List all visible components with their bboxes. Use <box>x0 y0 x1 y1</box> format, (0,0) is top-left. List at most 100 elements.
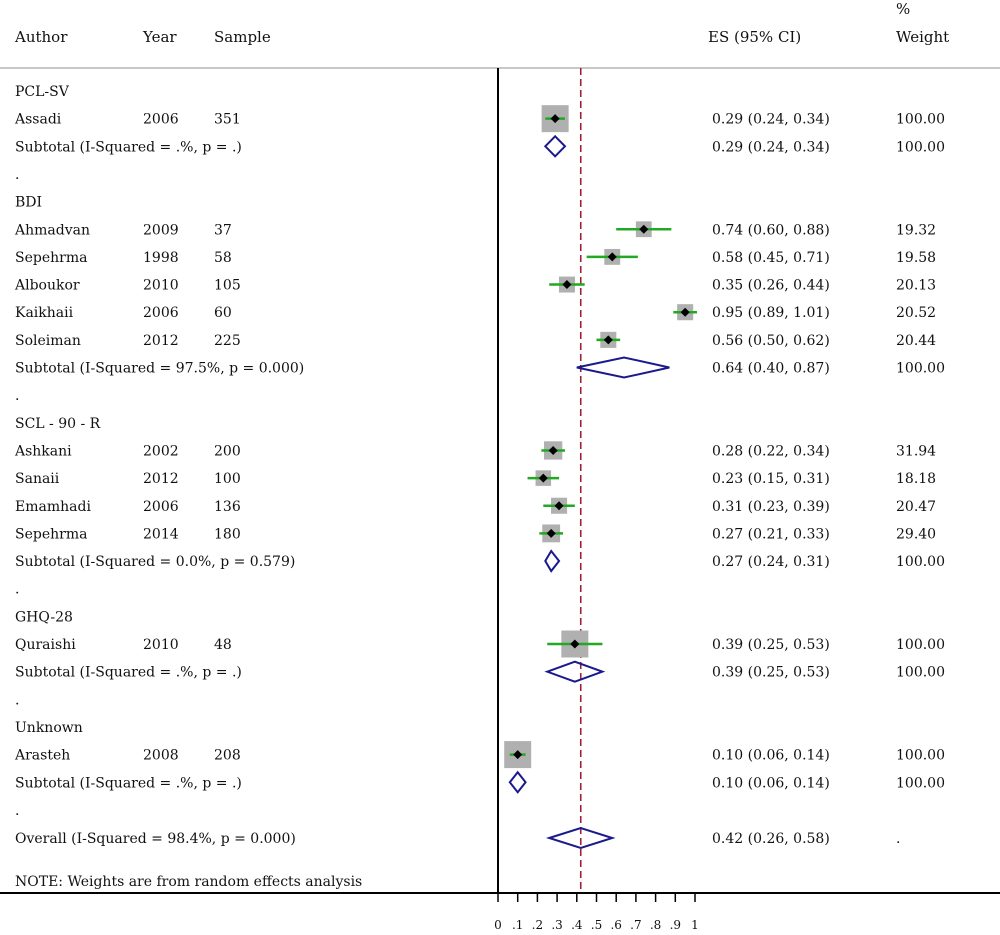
study-weight: 29.40 <box>896 526 936 542</box>
study-year: 2012 <box>143 471 179 487</box>
subtotal-label: Subtotal (I-Squared = .%, p = .) <box>15 775 242 791</box>
study-es-ci: 0.23 (0.15, 0.31) <box>712 471 830 487</box>
header-weight-pct: % <box>896 0 910 18</box>
x-tick-label: .2 <box>532 918 543 932</box>
x-tick-label: .6 <box>610 918 621 932</box>
subtotal-label: Subtotal (I-Squared = 97.5%, p = 0.000) <box>15 361 304 377</box>
study-es-ci: 0.74 (0.60, 0.88) <box>712 222 830 238</box>
group-separator-dot: . <box>15 167 19 183</box>
subtotal-diamond <box>543 134 567 158</box>
study-weight: 100.00 <box>896 637 945 653</box>
study-weight: 100.00 <box>896 112 945 128</box>
study-es-ci: 0.56 (0.50, 0.62) <box>712 333 830 349</box>
study-author: Arasteh <box>14 748 70 764</box>
study-weight: 100.00 <box>896 748 945 764</box>
subtotal-es-ci: 0.29 (0.24, 0.34) <box>712 139 830 155</box>
study-sample: 180 <box>214 526 241 542</box>
group-label: GHQ-28 <box>15 609 73 625</box>
study-year: 2002 <box>143 443 179 459</box>
header-year: Year <box>142 28 177 46</box>
study-sample: 136 <box>214 499 241 515</box>
header-es: ES (95% CI) <box>708 28 801 46</box>
overall-label: Overall (I-Squared = 98.4%, p = 0.000) <box>15 831 296 847</box>
study-weight: 18.18 <box>896 471 936 487</box>
subtotal-diamond <box>544 549 561 573</box>
subtotal-diamond <box>544 660 606 683</box>
study-author: Soleiman <box>15 333 81 349</box>
study-author: Alboukor <box>14 278 80 294</box>
study-weight: 20.44 <box>896 333 936 349</box>
subtotal-es-ci: 0.27 (0.24, 0.31) <box>712 554 830 570</box>
forest-labels: PCL-SV Assadi 2006 351 0.29 (0.24, 0.34) 100.… <box>14 84 945 847</box>
study-weight: 20.52 <box>896 305 936 321</box>
group-label: BDI <box>15 195 42 211</box>
subtotal-label: Subtotal (I-Squared = 0.0%, p = 0.579) <box>15 554 295 570</box>
study-year: 2010 <box>143 278 179 294</box>
header-weight: Weight <box>896 28 949 46</box>
subtotal-weight: 100.00 <box>896 775 945 791</box>
overall-weight: . <box>896 831 900 847</box>
study-es-ci: 0.39 (0.25, 0.53) <box>712 637 830 653</box>
subtotal-weight: 100.00 <box>896 361 945 377</box>
group-separator-dot: . <box>15 803 19 819</box>
point-estimate <box>603 335 613 345</box>
subtotal-weight: 100.00 <box>896 139 945 155</box>
study-weight: 20.13 <box>896 278 936 294</box>
study-es-ci: 0.27 (0.21, 0.33) <box>712 526 830 542</box>
study-sample: 351 <box>214 112 241 128</box>
x-axis: 0 .1 .2 .3 .4 .5 .6 .7 .8 .9 1 <box>0 892 1000 932</box>
group-label: Unknown <box>15 720 83 736</box>
subtotal-weight: 100.00 <box>896 554 945 570</box>
group-separator-dot: . <box>15 388 19 404</box>
study-sample: 105 <box>214 278 241 294</box>
study-sample: 100 <box>214 471 241 487</box>
point-estimate <box>513 750 523 760</box>
study-weight: 20.47 <box>896 499 936 515</box>
study-sample: 37 <box>214 222 232 238</box>
study-weight: 19.58 <box>896 250 936 266</box>
study-year: 2006 <box>143 112 179 128</box>
study-year: 2010 <box>143 637 179 653</box>
subtotal-label: Subtotal (I-Squared = .%, p = .) <box>15 139 242 155</box>
subtotal-es-ci: 0.10 (0.06, 0.14) <box>712 775 830 791</box>
study-year: 1998 <box>143 250 179 266</box>
point-estimate <box>680 307 690 317</box>
point-estimate <box>550 114 560 124</box>
point-estimate <box>546 528 556 538</box>
study-sample: 48 <box>214 637 232 653</box>
group-separator-dot: . <box>15 692 19 708</box>
point-estimate <box>607 252 617 262</box>
study-author: Sanaii <box>15 471 60 487</box>
study-year: 2012 <box>143 333 179 349</box>
study-year: 2014 <box>143 526 179 542</box>
group-label: PCL-SV <box>15 84 70 100</box>
x-tick-label: .7 <box>630 918 641 932</box>
point-estimate <box>562 280 572 290</box>
study-weight: 19.32 <box>896 222 936 238</box>
study-es-ci: 0.58 (0.45, 0.71) <box>712 250 830 266</box>
study-author: Sepehrma <box>15 250 87 266</box>
study-author: Sepehrma <box>15 526 87 542</box>
study-year: 2008 <box>143 748 179 764</box>
x-tick-label: 0 <box>494 918 502 932</box>
x-tick-label: .9 <box>670 918 681 932</box>
x-tick-label: .4 <box>571 918 583 932</box>
study-year: 2009 <box>143 222 179 238</box>
study-author: Kaikhaii <box>15 305 74 321</box>
study-year: 2006 <box>143 499 179 515</box>
study-year: 2006 <box>143 305 179 321</box>
study-sample: 200 <box>214 443 241 459</box>
x-tick-label: .8 <box>650 918 661 932</box>
study-sample: 225 <box>214 333 241 349</box>
header-sample: Sample <box>214 28 271 46</box>
study-author: Emamhadi <box>15 499 91 515</box>
overall-es-ci: 0.42 (0.26, 0.58) <box>712 831 830 847</box>
study-author: Assadi <box>14 112 62 128</box>
subtotal-diamond <box>576 356 670 379</box>
group-label: SCL - 90 - R <box>15 416 101 432</box>
study-sample: 58 <box>214 250 232 266</box>
point-estimate <box>570 639 580 649</box>
study-es-ci: 0.95 (0.89, 1.01) <box>712 305 830 321</box>
subtotal-diamond <box>508 770 527 794</box>
